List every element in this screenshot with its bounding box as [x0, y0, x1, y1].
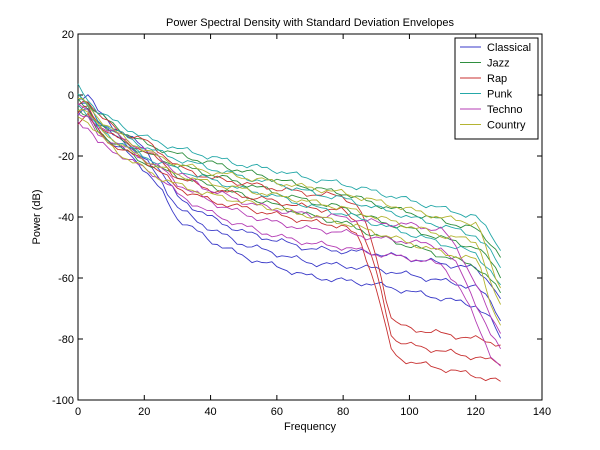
series-line-classical — [77, 102, 501, 322]
x-tick-label: 120 — [467, 406, 485, 418]
x-tick-label: 20 — [138, 406, 150, 418]
envelope-line-jazz — [77, 93, 501, 258]
series-line-jazz — [77, 98, 502, 279]
x-tick-label: 0 — [75, 406, 81, 418]
legend-label: Classical — [487, 42, 531, 54]
x-tick-label: 100 — [400, 406, 418, 418]
x-tick-label: 60 — [271, 406, 283, 418]
series-line-punk — [77, 93, 501, 269]
legend: Classical Jazz Rap Punk Techno Country — [454, 37, 539, 140]
legend-box — [454, 37, 539, 140]
series-country — [77, 98, 502, 326]
y-tick-label: -80 — [58, 334, 74, 346]
series-classical — [77, 94, 502, 339]
chart-title: Power Spectral Density with Standard Dev… — [166, 17, 454, 29]
envelope-line-punk — [77, 104, 501, 286]
y-tick-label: -20 — [58, 151, 74, 163]
envelope-line-country — [77, 98, 501, 289]
envelope-line-country — [77, 116, 501, 326]
legend-label: Jazz — [487, 58, 510, 70]
x-axis-label: Frequency — [284, 421, 336, 433]
series-lines — [77, 83, 502, 382]
series-line-rap — [77, 105, 501, 366]
y-tick-label: -100 — [52, 395, 74, 407]
envelope-line-punk — [77, 83, 501, 251]
legend-label: Country — [487, 120, 526, 132]
y-tick-label: 0 — [68, 90, 74, 102]
y-tick-label: 20 — [62, 29, 74, 41]
legend-label: Techno — [487, 104, 522, 116]
y-tick-label: -60 — [58, 273, 74, 285]
envelope-line-rap — [77, 101, 501, 347]
legend-label: Punk — [487, 89, 513, 101]
legend-label: Rap — [487, 73, 507, 85]
series-punk — [77, 83, 501, 286]
x-tick-label: 140 — [533, 406, 551, 418]
envelope-line-classical — [77, 94, 501, 299]
series-line-country — [77, 109, 502, 305]
envelope-line-classical — [77, 107, 502, 339]
series-rap — [77, 101, 501, 382]
axis-ticks: 0 20 40 60 80 100 120 140 -100 -80 -60 -40 -20 0 20 — [52, 29, 551, 418]
envelope-line-rap — [77, 112, 501, 382]
y-tick-label: -40 — [58, 212, 74, 224]
y-axis-label: Power (dB) — [31, 189, 43, 244]
x-tick-label: 80 — [337, 406, 349, 418]
x-tick-label: 40 — [204, 406, 216, 418]
